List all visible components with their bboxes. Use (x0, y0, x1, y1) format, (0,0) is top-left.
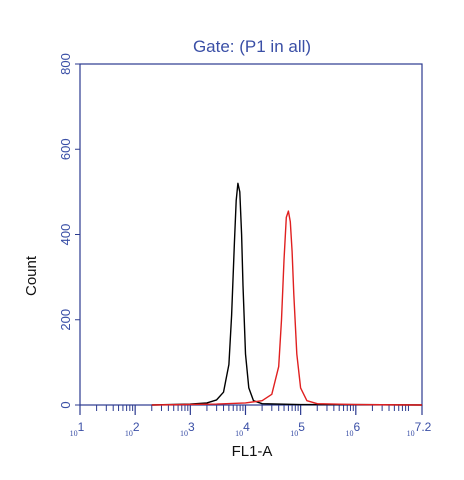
x-axis-label: FL1-A (232, 443, 273, 460)
y-tick-label: 400 (58, 224, 73, 246)
x-tick-base: 10 (70, 429, 78, 438)
x-tick-exponent: 2 (133, 420, 140, 434)
series-line-1 (151, 182, 423, 406)
x-tick-exponent: 5 (298, 420, 305, 434)
x-tick-label: 103 (180, 420, 195, 438)
x-tick-exponent: 4 (243, 420, 250, 434)
x-tick-label: 101 (70, 420, 85, 438)
y-axis-label: Count (23, 255, 40, 296)
chart-title: Gate: (P1 in all) (193, 37, 311, 56)
x-axis: 101 102 103 104 105 106 107.2 (70, 405, 432, 438)
x-tick-base: 10 (125, 429, 133, 438)
y-axis: 0 200 400 600 800 (58, 53, 80, 409)
x-tick-label: 107.2 (407, 420, 432, 438)
x-tick-base: 10 (407, 429, 415, 438)
x-tick-label: 104 (235, 420, 250, 438)
x-tick-label: 105 (290, 420, 305, 438)
x-tick-base: 10 (180, 429, 188, 438)
y-tick-label: 200 (58, 309, 73, 331)
y-tick-label: 800 (58, 53, 73, 75)
x-tick-base: 10 (235, 429, 243, 438)
x-tick-base: 10 (345, 429, 353, 438)
x-tick-exponent: 1 (78, 420, 85, 434)
x-tick-base: 10 (290, 429, 298, 438)
x-tick-exponent: 7.2 (415, 420, 432, 434)
x-tick-exponent: 6 (353, 420, 360, 434)
y-tick-label: 600 (58, 138, 73, 160)
x-tick-exponent: 3 (188, 420, 195, 434)
series-line-2 (151, 210, 423, 406)
series-layer (151, 182, 423, 406)
y-tick-label: 0 (58, 401, 73, 408)
plot-frame (79, 63, 423, 406)
x-tick-label: 106 (345, 420, 360, 438)
x-tick-label: 102 (125, 420, 140, 438)
